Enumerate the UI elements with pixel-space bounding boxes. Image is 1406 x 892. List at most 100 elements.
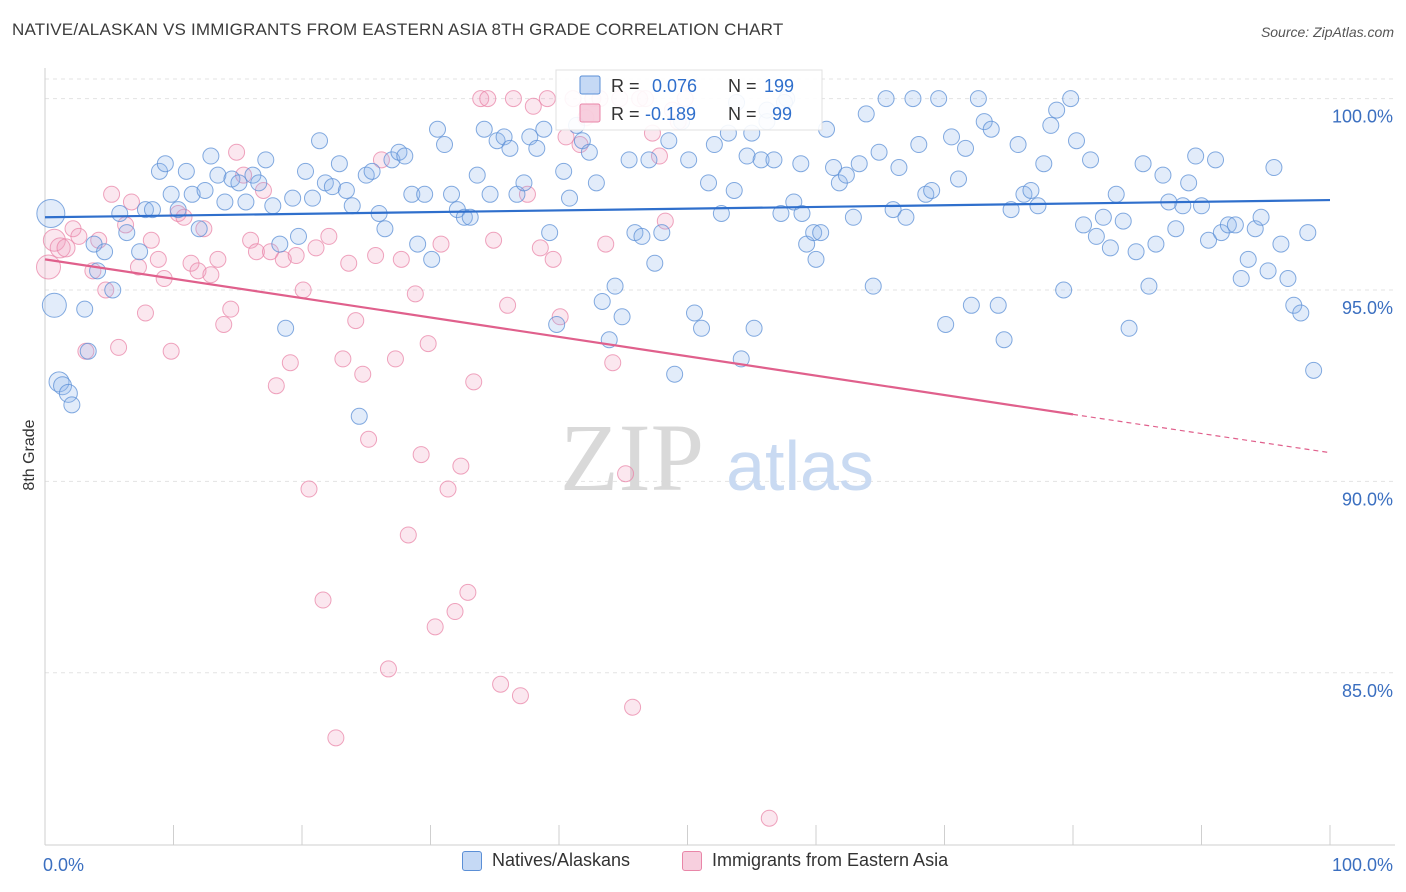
native-point-22	[183, 185, 201, 203]
native-point-182	[1239, 250, 1257, 268]
native-point-102	[712, 204, 730, 222]
native-point-123	[850, 155, 868, 173]
native-point-21	[177, 162, 195, 180]
native-point-95	[666, 365, 684, 383]
native-point-130	[897, 208, 915, 226]
trend-line-immigrants	[44, 258, 1074, 416]
legend-n-value-blue: 199	[764, 76, 794, 96]
immigrant-point-69	[492, 675, 510, 693]
data-points	[36, 90, 1323, 827]
immigrant-point-98	[760, 809, 778, 827]
native-point-83	[587, 174, 605, 192]
native-point-166	[1134, 155, 1152, 173]
legend-bottom: Natives/Alaskans Immigrants from Eastern…	[0, 850, 1406, 878]
native-point-177	[1207, 151, 1225, 169]
immigrant-point-43	[320, 227, 338, 245]
y-tick-label-1: 95.0%	[1342, 298, 1393, 318]
legend-item-immigrants: Immigrants from Eastern Asia	[682, 850, 948, 871]
immigrant-point-26	[209, 250, 227, 268]
native-point-165	[1127, 243, 1145, 261]
native-point-131	[904, 90, 922, 108]
native-point-84	[593, 292, 611, 310]
native-point-55	[403, 185, 421, 203]
native-point-97	[680, 151, 698, 169]
native-point-93	[653, 224, 671, 242]
immigrant-point-77	[544, 250, 562, 268]
native-point-14	[131, 243, 149, 261]
native-point-27	[216, 193, 234, 211]
native-point-136	[937, 315, 955, 333]
legend-n-value-pink: 99	[772, 104, 792, 124]
immigrant-point-76	[538, 90, 556, 108]
immigrant-point-19	[162, 342, 180, 360]
immigrant-point-50	[367, 247, 385, 265]
native-point-30	[237, 193, 255, 211]
native-point-58	[423, 250, 441, 268]
native-point-163	[1114, 212, 1132, 230]
native-point-184	[1252, 208, 1270, 226]
native-point-56	[409, 235, 427, 253]
native-point-169	[1154, 166, 1172, 184]
native-point-188	[1279, 270, 1297, 288]
immigrant-point-47	[347, 312, 365, 330]
native-point-113	[785, 193, 803, 211]
immigrant-point-5	[70, 227, 88, 245]
native-point-86	[606, 277, 624, 295]
native-point-143	[982, 120, 1000, 138]
immigrant-point-27	[215, 315, 233, 333]
immigrant-point-63	[452, 457, 470, 475]
native-point-5	[63, 396, 81, 414]
native-point-175	[1193, 197, 1210, 215]
native-point-168	[1147, 235, 1165, 253]
native-point-155	[1062, 90, 1080, 108]
native-point-47	[350, 407, 368, 425]
immigrant-point-74	[524, 97, 542, 115]
immigrant-point-29	[228, 143, 246, 161]
immigrant-point-38	[287, 247, 305, 265]
native-point-4	[58, 383, 78, 403]
immigrant-point-37	[281, 354, 299, 372]
native-point-137	[943, 128, 961, 146]
immigrant-point-68	[485, 231, 503, 249]
immigrant-point-0	[36, 254, 62, 280]
native-point-101	[705, 136, 723, 154]
native-point-59	[429, 120, 447, 138]
native-point-145	[995, 331, 1013, 349]
native-point-70	[501, 139, 519, 157]
native-point-100	[700, 174, 718, 192]
native-point-51	[376, 220, 394, 238]
native-point-140	[962, 296, 980, 314]
native-point-10	[96, 243, 114, 261]
native-point-40	[304, 189, 322, 207]
immigrant-point-46	[340, 254, 358, 272]
legend-label-natives: Natives/Alaskans	[492, 850, 631, 870]
native-point-64	[461, 208, 479, 226]
native-point-74	[528, 139, 546, 157]
immigrant-point-35	[267, 377, 285, 395]
legend-swatch-natives	[462, 850, 482, 871]
immigrant-point-9	[97, 281, 115, 299]
source-label: Source: ZipAtlas.com	[1260, 24, 1394, 40]
immigrant-point-13	[122, 193, 140, 211]
immigrant-point-75	[531, 239, 549, 257]
native-point-72	[515, 174, 533, 192]
native-point-75	[535, 120, 553, 138]
native-point-160	[1094, 208, 1112, 226]
watermark: ZIP atlas	[560, 404, 874, 511]
legend-label-immigrants: Immigrants from Eastern Asia	[712, 850, 949, 870]
immigrant-point-93	[650, 147, 668, 165]
native-point-91	[640, 151, 658, 169]
immigrant-point-24	[195, 220, 213, 238]
native-point-67	[481, 185, 499, 203]
immigrant-point-39	[294, 281, 312, 299]
legend-swatch-immigrants	[682, 850, 702, 871]
native-point-181	[1232, 270, 1250, 288]
native-point-159	[1087, 227, 1105, 245]
immigrant-point-58	[419, 335, 437, 353]
native-point-79	[561, 189, 579, 207]
trend-line-natives	[44, 198, 1331, 219]
native-point-33	[257, 151, 275, 169]
native-point-32	[250, 174, 268, 192]
native-point-186	[1265, 159, 1283, 177]
native-point-16	[143, 201, 161, 219]
